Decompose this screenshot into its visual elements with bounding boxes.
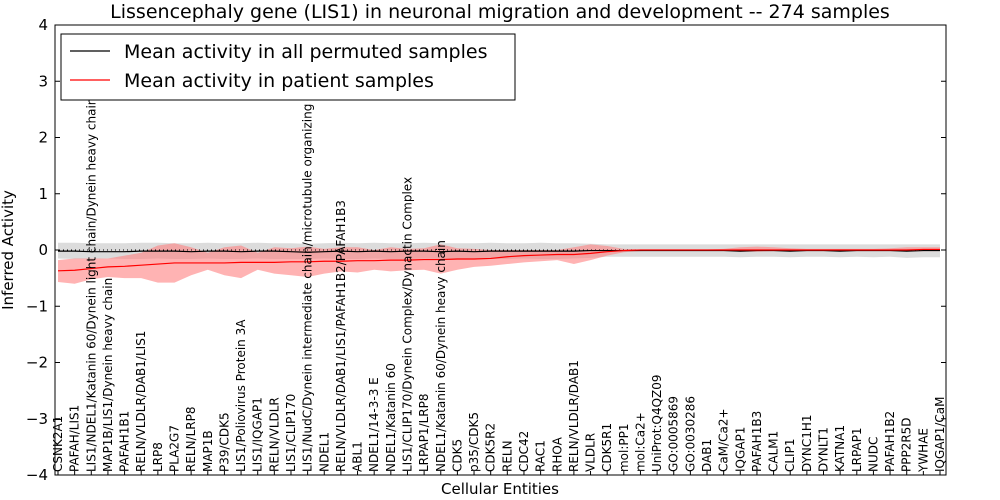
legend-label-permuted: Mean activity in all permuted samples bbox=[124, 41, 487, 63]
x-tick-label: RELN/LRP8 bbox=[184, 406, 198, 472]
x-tick-label: PLA2G7 bbox=[167, 425, 181, 472]
x-tick-label: CSNK2A1 bbox=[51, 416, 65, 472]
x-tick-label: NDEL1 bbox=[317, 432, 331, 472]
x-tick-label: VLDLR bbox=[584, 433, 598, 472]
x-tick-label: RELN/VLDLR bbox=[267, 397, 281, 472]
x-tick-label: KATNA1 bbox=[833, 425, 847, 472]
x-tick-label: PPP2R5D bbox=[900, 417, 914, 472]
x-tick-label: RAC1 bbox=[534, 440, 548, 472]
x-tick-label: CALM1 bbox=[767, 431, 781, 472]
x-tick-label: PAFAH/LIS1 bbox=[68, 405, 82, 472]
x-tick-label: P39/CDK5 bbox=[217, 412, 231, 472]
x-tick-label: DYNLT1 bbox=[817, 427, 831, 472]
x-tick-label: PAFAH1B1 bbox=[118, 411, 132, 472]
x-tick-label: GO:0030286 bbox=[683, 396, 697, 472]
x-tick-label: NDEL1/Katanin 60 bbox=[384, 363, 398, 472]
chart-title: Lissencephaly gene (LIS1) in neuronal mi… bbox=[110, 1, 890, 23]
x-tick-label: PAFAH1B3 bbox=[750, 411, 764, 472]
y-tick-label: −3 bbox=[26, 410, 48, 428]
x-tick-label: IQGAP1 bbox=[733, 427, 747, 472]
x-tick-label: LIS1/NudC/Dynein intermediate chain/micr… bbox=[301, 61, 315, 472]
x-tick-label: UniProt:Q4QZ09 bbox=[650, 374, 664, 472]
y-tick-label: 4 bbox=[38, 16, 48, 34]
y-tick-label: −1 bbox=[26, 297, 48, 315]
x-tick-label: YWHAE bbox=[916, 428, 930, 473]
x-tick-label: CDK5 bbox=[450, 439, 464, 472]
x-tick-label: CDK5R2 bbox=[484, 423, 498, 472]
x-tick-label: DYNC1H1 bbox=[800, 414, 814, 472]
x-tick-label: DAB1 bbox=[700, 439, 714, 472]
x-tick-label: LIS1/Poliovirus Protein 3A bbox=[234, 319, 248, 472]
x-tick-label: LRPAP1/LRP8 bbox=[417, 393, 431, 472]
x-tick-label: IQGAP1/CaM bbox=[933, 397, 947, 473]
legend: Mean activity in all permuted samples Me… bbox=[60, 33, 516, 101]
series-line-permuted bbox=[58, 249, 940, 253]
series-line-patient bbox=[57, 248, 940, 272]
x-tick-label: RELN/VLDLR/DAB1/LIS1 bbox=[134, 331, 148, 472]
legend-box bbox=[60, 33, 516, 101]
x-tick-label: mol:Ca2+ bbox=[633, 412, 647, 472]
x-tick-label: NDEL1/Katanin 60/Dynein heavy chain bbox=[434, 240, 448, 472]
x-tick-label: ABL1 bbox=[351, 441, 365, 472]
x-tick-label: LIS1/NDEL1/Katanin 60/Dynein light chain… bbox=[84, 98, 98, 472]
y-tick-label: 1 bbox=[38, 185, 48, 203]
x-tick-label: CDC42 bbox=[517, 431, 531, 472]
x-tick-label: NDEL1/14-3-3 E bbox=[367, 377, 381, 472]
x-tick-label: LRPAP1 bbox=[850, 427, 864, 472]
x-tick-label: CaM/Ca2+ bbox=[717, 408, 731, 472]
band-patient bbox=[58, 243, 940, 284]
y-tick-label: −2 bbox=[26, 354, 48, 372]
x-tick-label: PAFAH1B2 bbox=[883, 411, 897, 472]
y-tick-label: 2 bbox=[38, 129, 48, 147]
x-tick-label: LIS1/IQGAP1 bbox=[251, 397, 265, 472]
x-tick-label: MAP1B/LIS1/Dynein heavy chain bbox=[101, 278, 115, 472]
x-axis-label: Cellular Entities bbox=[441, 480, 559, 498]
x-tick-label: CDK5R1 bbox=[600, 423, 614, 472]
y-tick-label: 3 bbox=[38, 72, 48, 90]
legend-label-patient: Mean activity in patient samples bbox=[124, 70, 434, 92]
y-tick-label: −4 bbox=[26, 466, 48, 484]
x-tick-label: LRP8 bbox=[151, 442, 165, 472]
x-tick-label: mol:PP1 bbox=[617, 423, 631, 472]
y-tick-label: 0 bbox=[38, 241, 48, 259]
x-tick-label: MAP1B bbox=[201, 430, 215, 472]
x-tick-label: RELN/VLDLR/DAB1/LIS1/PAFAH1B2/PAFAH1B3 bbox=[334, 200, 348, 472]
x-tick-label: RELN/VLDLR/DAB1 bbox=[567, 360, 581, 472]
x-tick-label: p35/CDK5 bbox=[467, 412, 481, 472]
x-tick-label: RHOA bbox=[550, 436, 564, 472]
x-tick-label: RELN bbox=[500, 440, 514, 472]
x-tick-label: CLIP1 bbox=[783, 439, 797, 472]
x-tick-label: LIS1/CLIP170/Dynein Complex/Dynactin Com… bbox=[400, 177, 414, 472]
y-axis-label: Inferred Activity bbox=[0, 190, 17, 310]
x-tick-label: GO:0005869 bbox=[667, 396, 681, 472]
x-tick-label: LIS1/CLIP170 bbox=[284, 394, 298, 472]
x-tick-label: NUDC bbox=[866, 437, 880, 472]
